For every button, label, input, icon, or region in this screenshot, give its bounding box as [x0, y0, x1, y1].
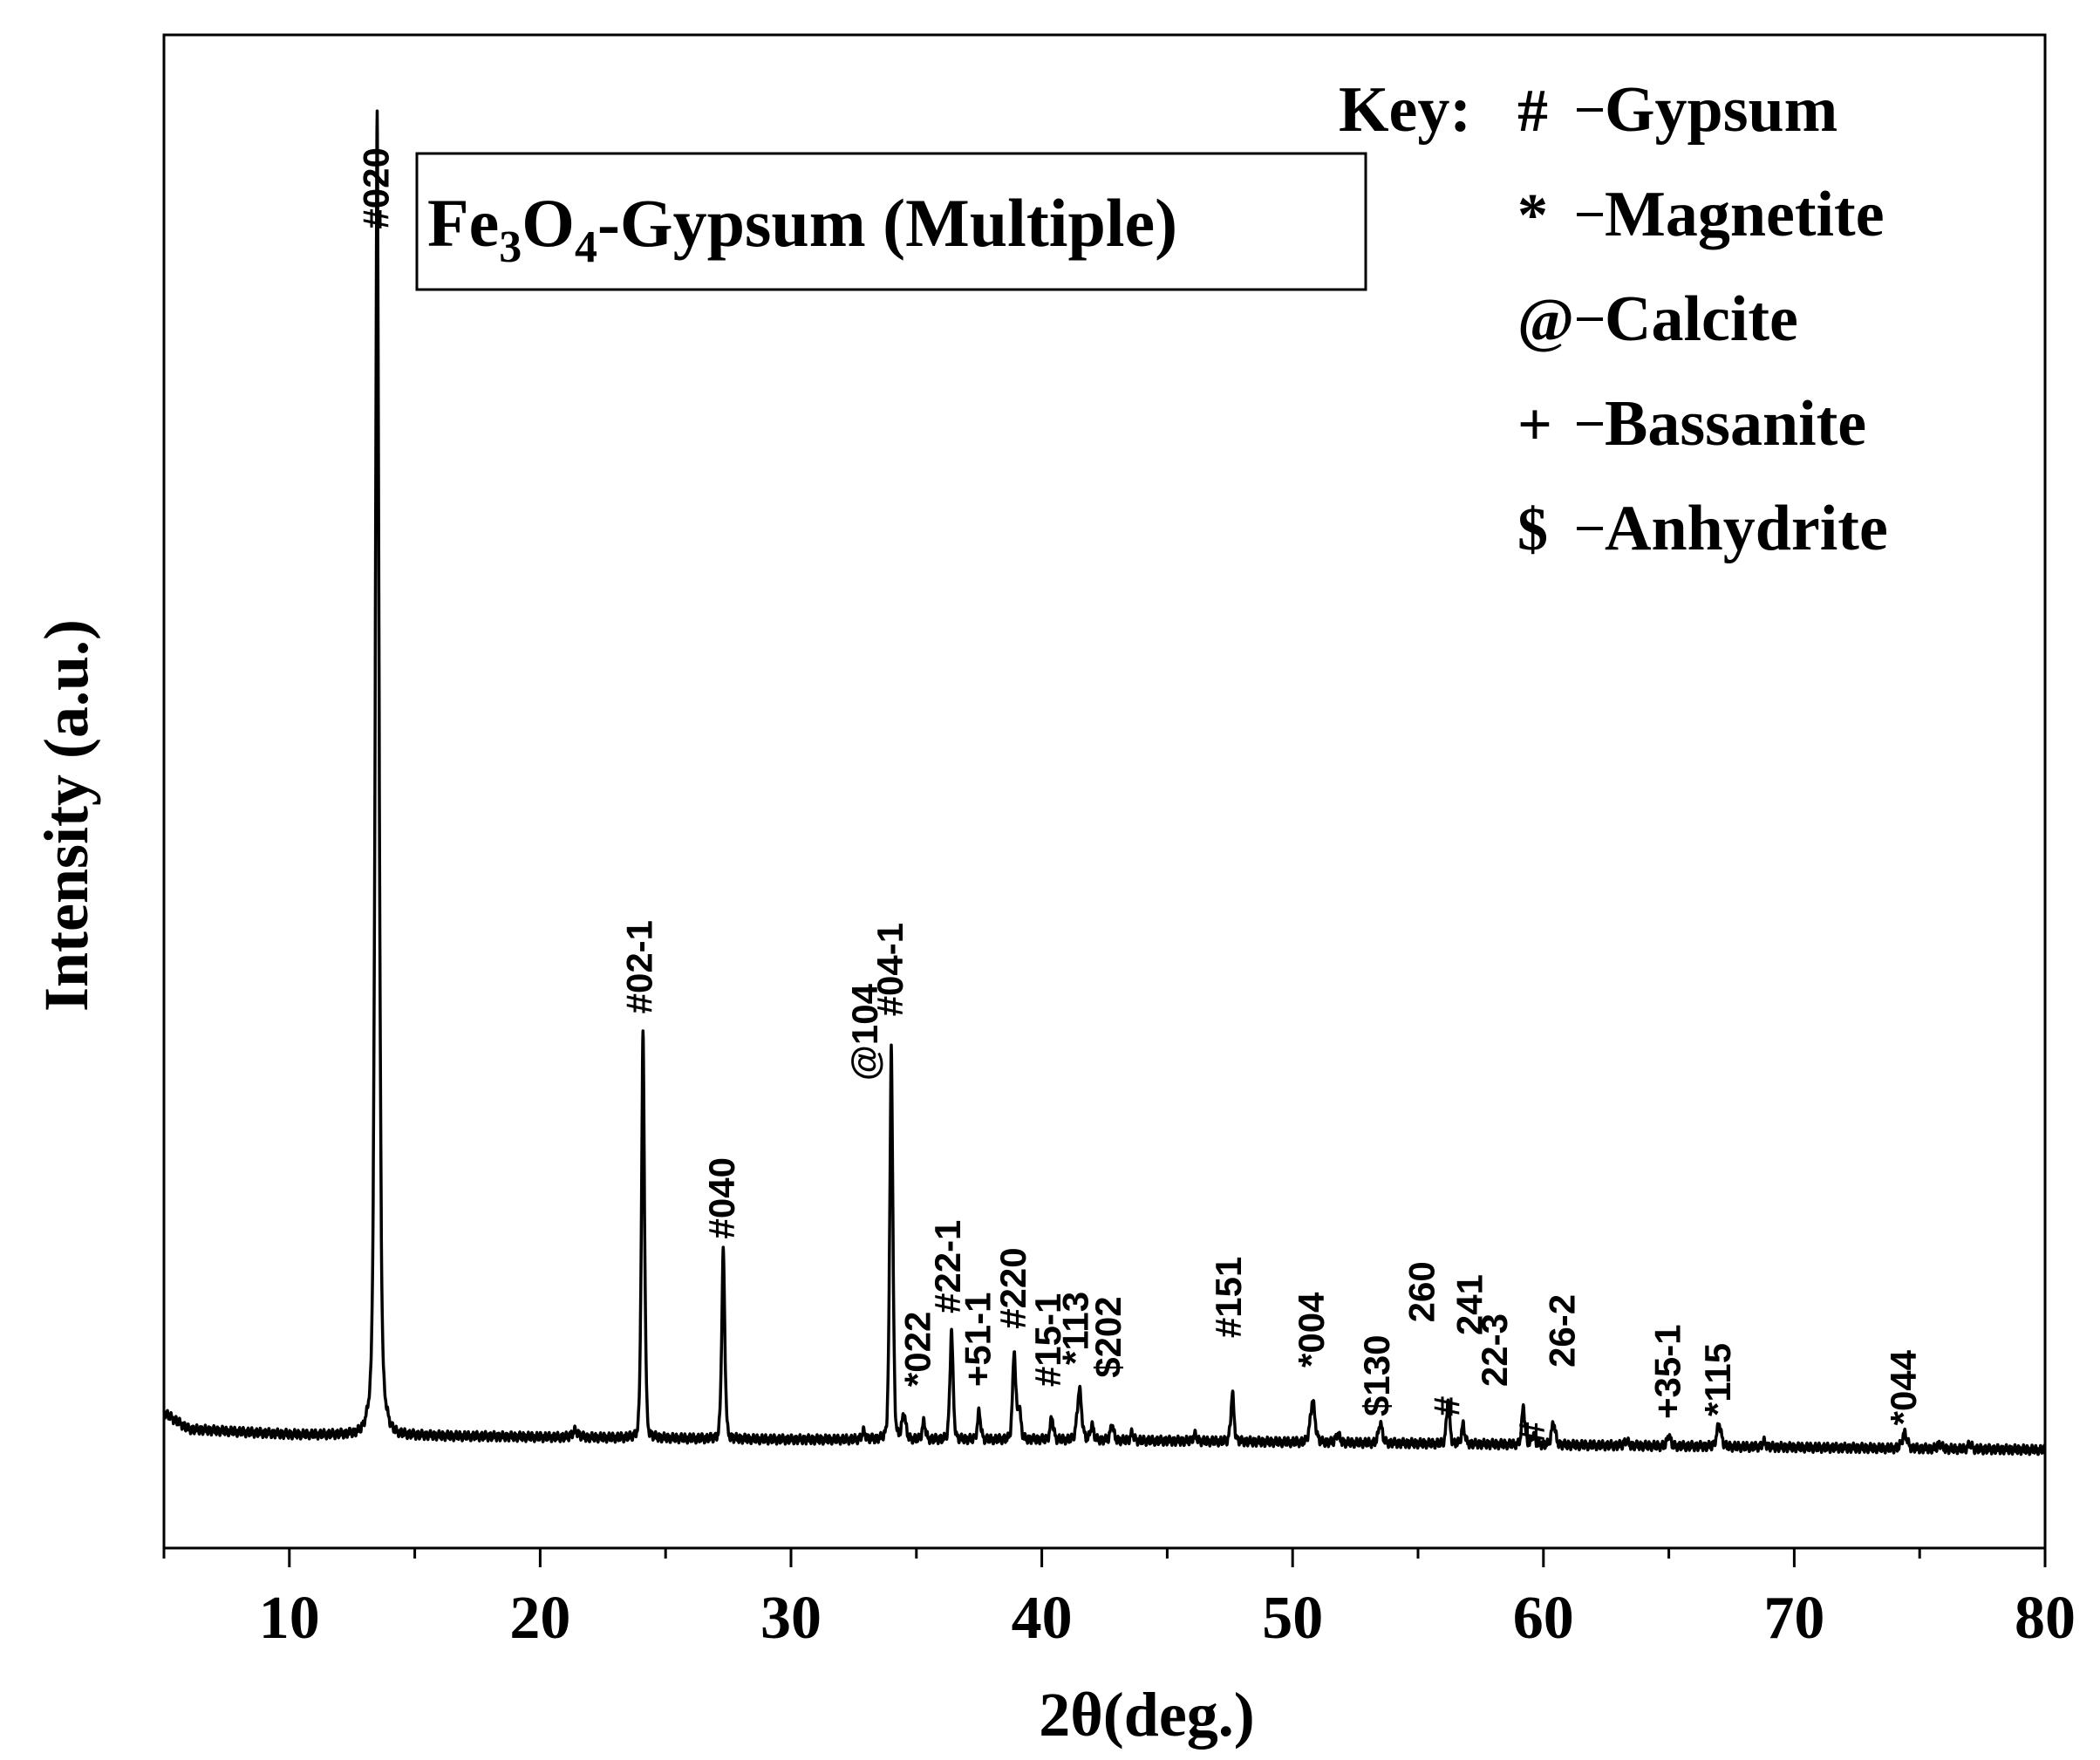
title-sub-3: 3: [499, 222, 522, 272]
peak-annotation: #04-1: [869, 923, 910, 1016]
peak-annotation: $202: [1088, 1296, 1128, 1377]
title-part-fe: Fe: [427, 185, 499, 261]
x-tick-label: 50: [1262, 1585, 1323, 1652]
title-part-rest: -Gypsum (Multiple): [597, 185, 1177, 261]
chart-title: Fe3O4-Gypsum (Multiple): [427, 185, 1177, 272]
peak-annotation: +35-1: [1647, 1324, 1688, 1419]
peak-annotation: #02-1: [618, 920, 659, 1013]
x-tick-label: 70: [1763, 1585, 1824, 1652]
peak-annotation: #220: [992, 1247, 1033, 1328]
x-tick-label: 60: [1513, 1585, 1574, 1652]
title-part-o: O: [522, 185, 575, 261]
title-box: [415, 152, 1367, 291]
peak-annotation: 260: [1401, 1261, 1442, 1322]
plot-frame: [162, 33, 2047, 1550]
legend-symbol: #: [1517, 78, 1548, 145]
legend-entry-label: Bassanite: [1605, 388, 1866, 460]
peak-annotation: *113: [1055, 1292, 1096, 1365]
peak-annotation: #151: [1208, 1257, 1249, 1338]
legend: Key: # Gypsum * Magnetite @ Calcite + Bassanite…: [1339, 74, 1888, 564]
title-sub-4: 4: [575, 222, 597, 272]
y-axis-label: Intensity (a.u.): [31, 619, 101, 1012]
legend-entry-label: Anhydrite: [1605, 493, 1888, 564]
x-tick-label: 20: [509, 1585, 570, 1652]
peak-annotation: #15-1: [1027, 1293, 1068, 1387]
peak-annotation: #: [1511, 1422, 1552, 1442]
legend-entry-label: Gypsum: [1605, 74, 1838, 146]
legend-symbol: +: [1517, 392, 1552, 459]
peak-annotation: #020: [355, 147, 396, 229]
peak-annotation: *044: [1883, 1349, 1924, 1425]
x-tick-label: 80: [2015, 1585, 2076, 1652]
peak-annotation: #040: [701, 1157, 742, 1238]
x-tick-label: 10: [259, 1585, 320, 1652]
x-axis-label: 2θ(deg.): [1039, 1680, 1255, 1750]
peak-annotation: *115: [1697, 1343, 1738, 1416]
peak-annotation: #: [1426, 1396, 1467, 1416]
legend-title: Key:: [1339, 74, 1471, 146]
peak-annotation: 26-2: [1542, 1294, 1583, 1368]
peak-annotation: 241: [1449, 1274, 1490, 1335]
peak-annotation: +51-1: [958, 1293, 999, 1388]
peak-annotation: 22-3: [1474, 1313, 1515, 1387]
x-tick-label: 40: [1012, 1585, 1073, 1652]
legend-symbol: *: [1517, 182, 1548, 249]
peak-annotation: @104: [844, 983, 885, 1081]
legend-symbol: @: [1517, 287, 1574, 354]
legend-entry-label: Calcite: [1605, 283, 1798, 355]
legend-symbol: $: [1517, 496, 1548, 563]
peak-annotation: $130: [1356, 1335, 1397, 1416]
peak-annotation: *022: [897, 1312, 938, 1387]
xrd-pattern-line: [162, 109, 2047, 1456]
peak-annotation: #22-1: [927, 1220, 968, 1313]
x-tick-label: 30: [760, 1585, 822, 1652]
legend-entry-label: Magnetite: [1605, 179, 1885, 250]
peak-annotation: *004: [1291, 1292, 1332, 1368]
